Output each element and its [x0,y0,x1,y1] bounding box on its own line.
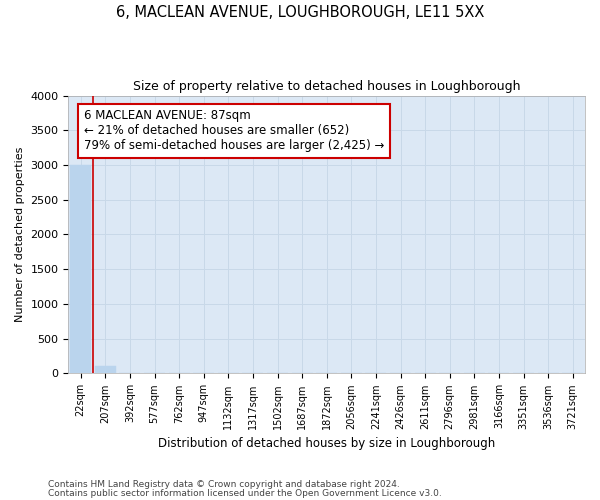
Text: 6 MACLEAN AVENUE: 87sqm
← 21% of detached houses are smaller (652)
79% of semi-d: 6 MACLEAN AVENUE: 87sqm ← 21% of detache… [84,110,384,152]
Text: 6, MACLEAN AVENUE, LOUGHBOROUGH, LE11 5XX: 6, MACLEAN AVENUE, LOUGHBOROUGH, LE11 5X… [116,5,484,20]
X-axis label: Distribution of detached houses by size in Loughborough: Distribution of detached houses by size … [158,437,496,450]
Text: Contains HM Land Registry data © Crown copyright and database right 2024.: Contains HM Land Registry data © Crown c… [48,480,400,489]
Y-axis label: Number of detached properties: Number of detached properties [15,147,25,322]
Bar [95,366,116,374]
Text: Contains public sector information licensed under the Open Government Licence v3: Contains public sector information licen… [48,490,442,498]
Bar [70,165,91,374]
Title: Size of property relative to detached houses in Loughborough: Size of property relative to detached ho… [133,80,520,93]
